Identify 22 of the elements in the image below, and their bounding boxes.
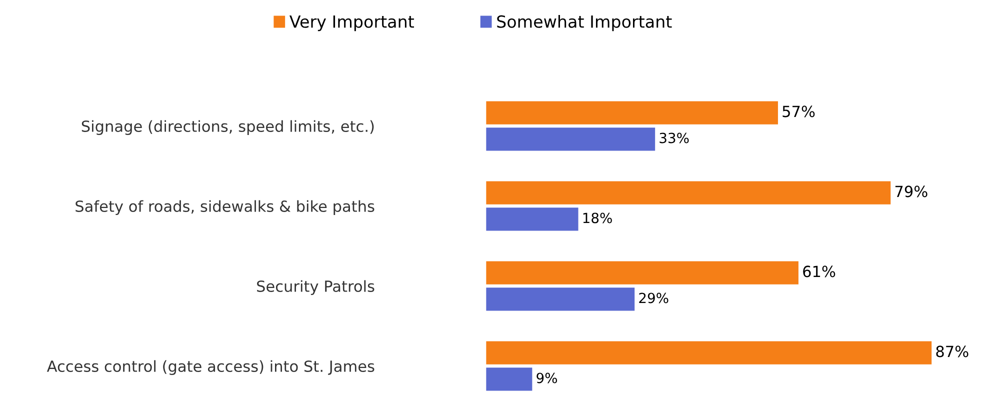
data-label: 29% <box>639 292 668 304</box>
y-tick-label: Safety of roads, sidewalks & bike paths <box>76 200 374 215</box>
data-label: 61% <box>803 266 836 278</box>
y-tick-label: Access control (gate access) into St. James <box>46 360 374 375</box>
legend-label: Somewhat Important <box>497 15 672 32</box>
y-tick-label: Signage (directions, speed limits, etc.) <box>82 120 374 135</box>
bar <box>486 261 798 284</box>
y-tick-label: Security Patrols <box>257 280 374 295</box>
data-label: 87% <box>936 346 968 358</box>
bar <box>486 181 891 204</box>
data-label: 79% <box>895 186 928 198</box>
bar <box>486 368 532 391</box>
bar <box>486 288 635 311</box>
legend-label: Very Important <box>290 16 414 32</box>
data-label: 33% <box>660 132 689 144</box>
data-label: 18% <box>583 212 612 224</box>
data-label: 57% <box>782 106 815 118</box>
bar <box>486 101 778 124</box>
bar <box>486 341 932 364</box>
bar <box>486 128 656 151</box>
bar <box>486 208 578 231</box>
data-label: 9% <box>536 372 558 384</box>
